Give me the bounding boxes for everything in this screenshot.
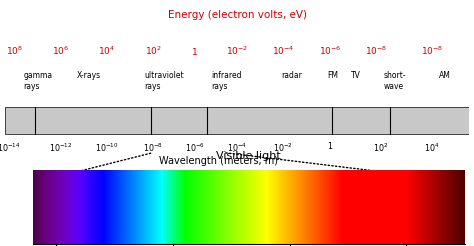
Text: 10$^{6}$: 10$^{6}$ [52,45,69,57]
Text: 10$^{-8}$: 10$^{-8}$ [365,45,388,57]
Text: 10$^{-2}$: 10$^{-2}$ [226,45,248,57]
Text: 10$^{-2}$: 10$^{-2}$ [273,142,293,154]
Text: ultraviolet
rays: ultraviolet rays [144,71,184,91]
Text: 1: 1 [192,48,198,57]
Text: 10$^{-8}$: 10$^{-8}$ [421,45,443,57]
Text: short-
wave: short- wave [383,71,406,91]
Text: TV: TV [351,71,361,80]
Text: 10$^{4}$: 10$^{4}$ [98,45,116,57]
Text: 10$^{2}$: 10$^{2}$ [374,142,389,154]
Text: 10$^{-14}$: 10$^{-14}$ [0,142,21,154]
Text: X-rays: X-rays [77,71,101,80]
Text: infrared
rays: infrared rays [211,71,242,91]
Text: 10$^{4}$: 10$^{4}$ [424,142,440,154]
Text: radar: radar [281,71,302,80]
Text: 10$^{-10}$: 10$^{-10}$ [95,142,119,154]
Text: 1: 1 [328,142,332,151]
Text: AM: AM [439,71,451,80]
Text: Visible light: Visible light [217,151,281,161]
Text: 10$^{-12}$: 10$^{-12}$ [49,142,72,154]
Text: 10$^{-8}$: 10$^{-8}$ [143,142,164,154]
Text: Wavelength (meters, m): Wavelength (meters, m) [159,156,278,166]
Text: 10$^{-4}$: 10$^{-4}$ [227,142,247,154]
Text: 10$^{8}$: 10$^{8}$ [6,45,23,57]
Text: FM: FM [328,71,338,80]
FancyBboxPatch shape [5,107,469,134]
Text: 10$^{-6}$: 10$^{-6}$ [185,142,205,154]
Text: gamma
rays: gamma rays [23,71,53,91]
Text: 10$^{-4}$: 10$^{-4}$ [272,45,295,57]
Text: Energy (electron volts, eV): Energy (electron volts, eV) [167,10,307,20]
Text: 10$^{-6}$: 10$^{-6}$ [319,45,341,57]
Text: 10$^{2}$: 10$^{2}$ [145,45,162,57]
